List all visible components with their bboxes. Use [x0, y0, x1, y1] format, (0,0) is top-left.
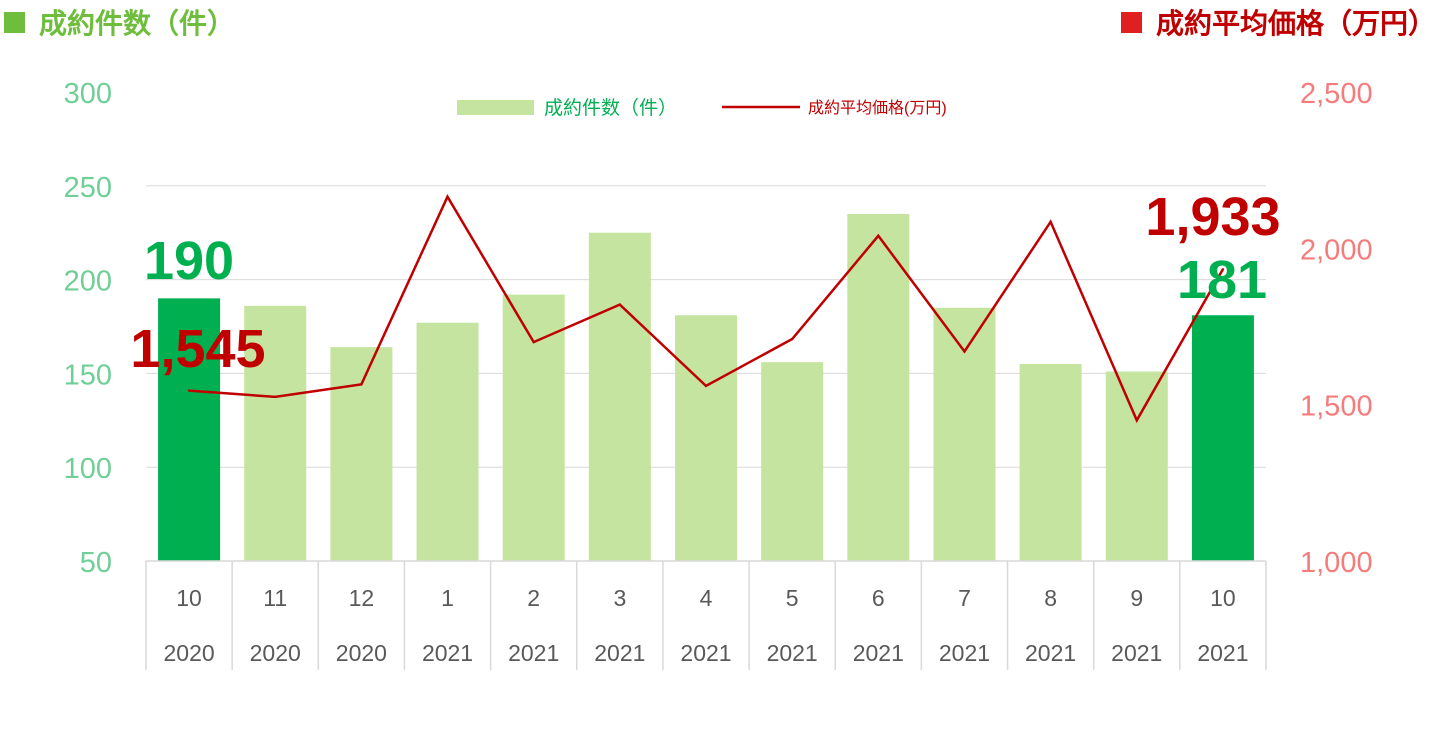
x-tick-label-month: 12 [349, 585, 375, 611]
bar [1019, 364, 1082, 561]
bar [502, 294, 565, 561]
bar [588, 232, 651, 561]
price-point [618, 303, 622, 306]
x-tick-label-month: 5 [786, 585, 799, 611]
x-tick-label-year: 2021 [508, 640, 559, 666]
left-axis-tick-label: 50 [80, 547, 112, 579]
x-tick-label-year: 2021 [1197, 640, 1248, 666]
price-point [877, 234, 880, 238]
left-axis-title-text: 成約件数（件） [39, 7, 236, 40]
price-point [1221, 268, 1225, 271]
price-point [274, 395, 277, 399]
x-tick-label-year: 2021 [594, 640, 645, 666]
x-tick-label-month: 6 [872, 585, 885, 611]
x-tick-label-month: 8 [1044, 585, 1057, 611]
price-point [360, 383, 363, 386]
callout-last-count: 181 [1177, 250, 1267, 310]
right-axis-title: 成約平均価格（万円） [1120, 2, 1436, 42]
bar [416, 322, 479, 561]
bar [761, 362, 824, 561]
bar [1105, 371, 1168, 561]
bar-highlight [1191, 315, 1254, 561]
right-axis-tick-label: 2,000 [1300, 234, 1373, 266]
bar [847, 213, 910, 561]
callout-last-price: 1,933 [1145, 187, 1280, 247]
left-axis-title: 成約件数（件） [4, 2, 235, 42]
price-point [1049, 220, 1052, 223]
x-tick-label-year: 2021 [680, 640, 731, 666]
x-tick-label-year: 2021 [939, 640, 990, 666]
x-tick-label-month: 4 [700, 585, 713, 611]
bar-highlight [158, 298, 221, 561]
left-axis-tick-label: 150 [64, 359, 112, 391]
x-tick-label-year: 2021 [767, 640, 818, 666]
x-tick-label-month: 2 [527, 585, 540, 611]
legend-bar-swatch [457, 100, 534, 115]
callout-first-price: 1,545 [130, 319, 265, 379]
x-tick-label-month: 3 [613, 585, 626, 611]
price-point [704, 384, 708, 388]
price-point [446, 195, 449, 198]
x-tick-label-year: 2021 [1025, 640, 1076, 666]
left-axis-tick-label: 100 [64, 453, 112, 485]
x-tick-label-year: 2021 [422, 640, 473, 666]
left-axis-tick-label: 250 [64, 172, 112, 204]
left-axis-tick-label: 300 [64, 78, 112, 110]
x-tick-label-year: 2020 [336, 640, 387, 666]
price-point [790, 337, 794, 341]
x-tick-label-year: 2020 [163, 640, 214, 666]
x-tick-label-month: 1 [441, 585, 454, 611]
legend-line-label: 成約平均価格(万円) [808, 99, 947, 117]
x-tick-label-month: 10 [1210, 585, 1236, 611]
left-title-square-icon [4, 11, 25, 33]
bar [244, 305, 307, 561]
right-axis-tick-label: 1,500 [1300, 391, 1373, 423]
x-tick-label-month: 9 [1130, 585, 1143, 611]
callout-first-count: 190 [144, 231, 234, 291]
price-point [187, 389, 191, 392]
bar [675, 315, 737, 561]
right-title-square-icon [1120, 11, 1142, 33]
right-axis-title-text: 成約平均価格（万円） [1155, 7, 1436, 40]
right-axis-tick-label: 2,500 [1300, 78, 1373, 110]
price-point [532, 340, 535, 344]
x-tick-label-year: 2020 [250, 640, 301, 666]
x-tick-label-month: 11 [263, 585, 287, 611]
legend-bar-label: 成約件数（件） [544, 97, 677, 119]
x-tick-label-month: 7 [958, 585, 971, 611]
x-tick-label-month: 10 [176, 585, 202, 611]
x-tick-label-year: 2021 [853, 640, 904, 666]
bar [330, 347, 393, 561]
left-axis-tick-label: 200 [64, 266, 112, 298]
price-point [963, 350, 966, 353]
price-point [1135, 419, 1138, 422]
x-tick-label-year: 2021 [1111, 640, 1162, 666]
bar [933, 307, 996, 561]
right-axis-tick-label: 1,000 [1300, 547, 1373, 579]
